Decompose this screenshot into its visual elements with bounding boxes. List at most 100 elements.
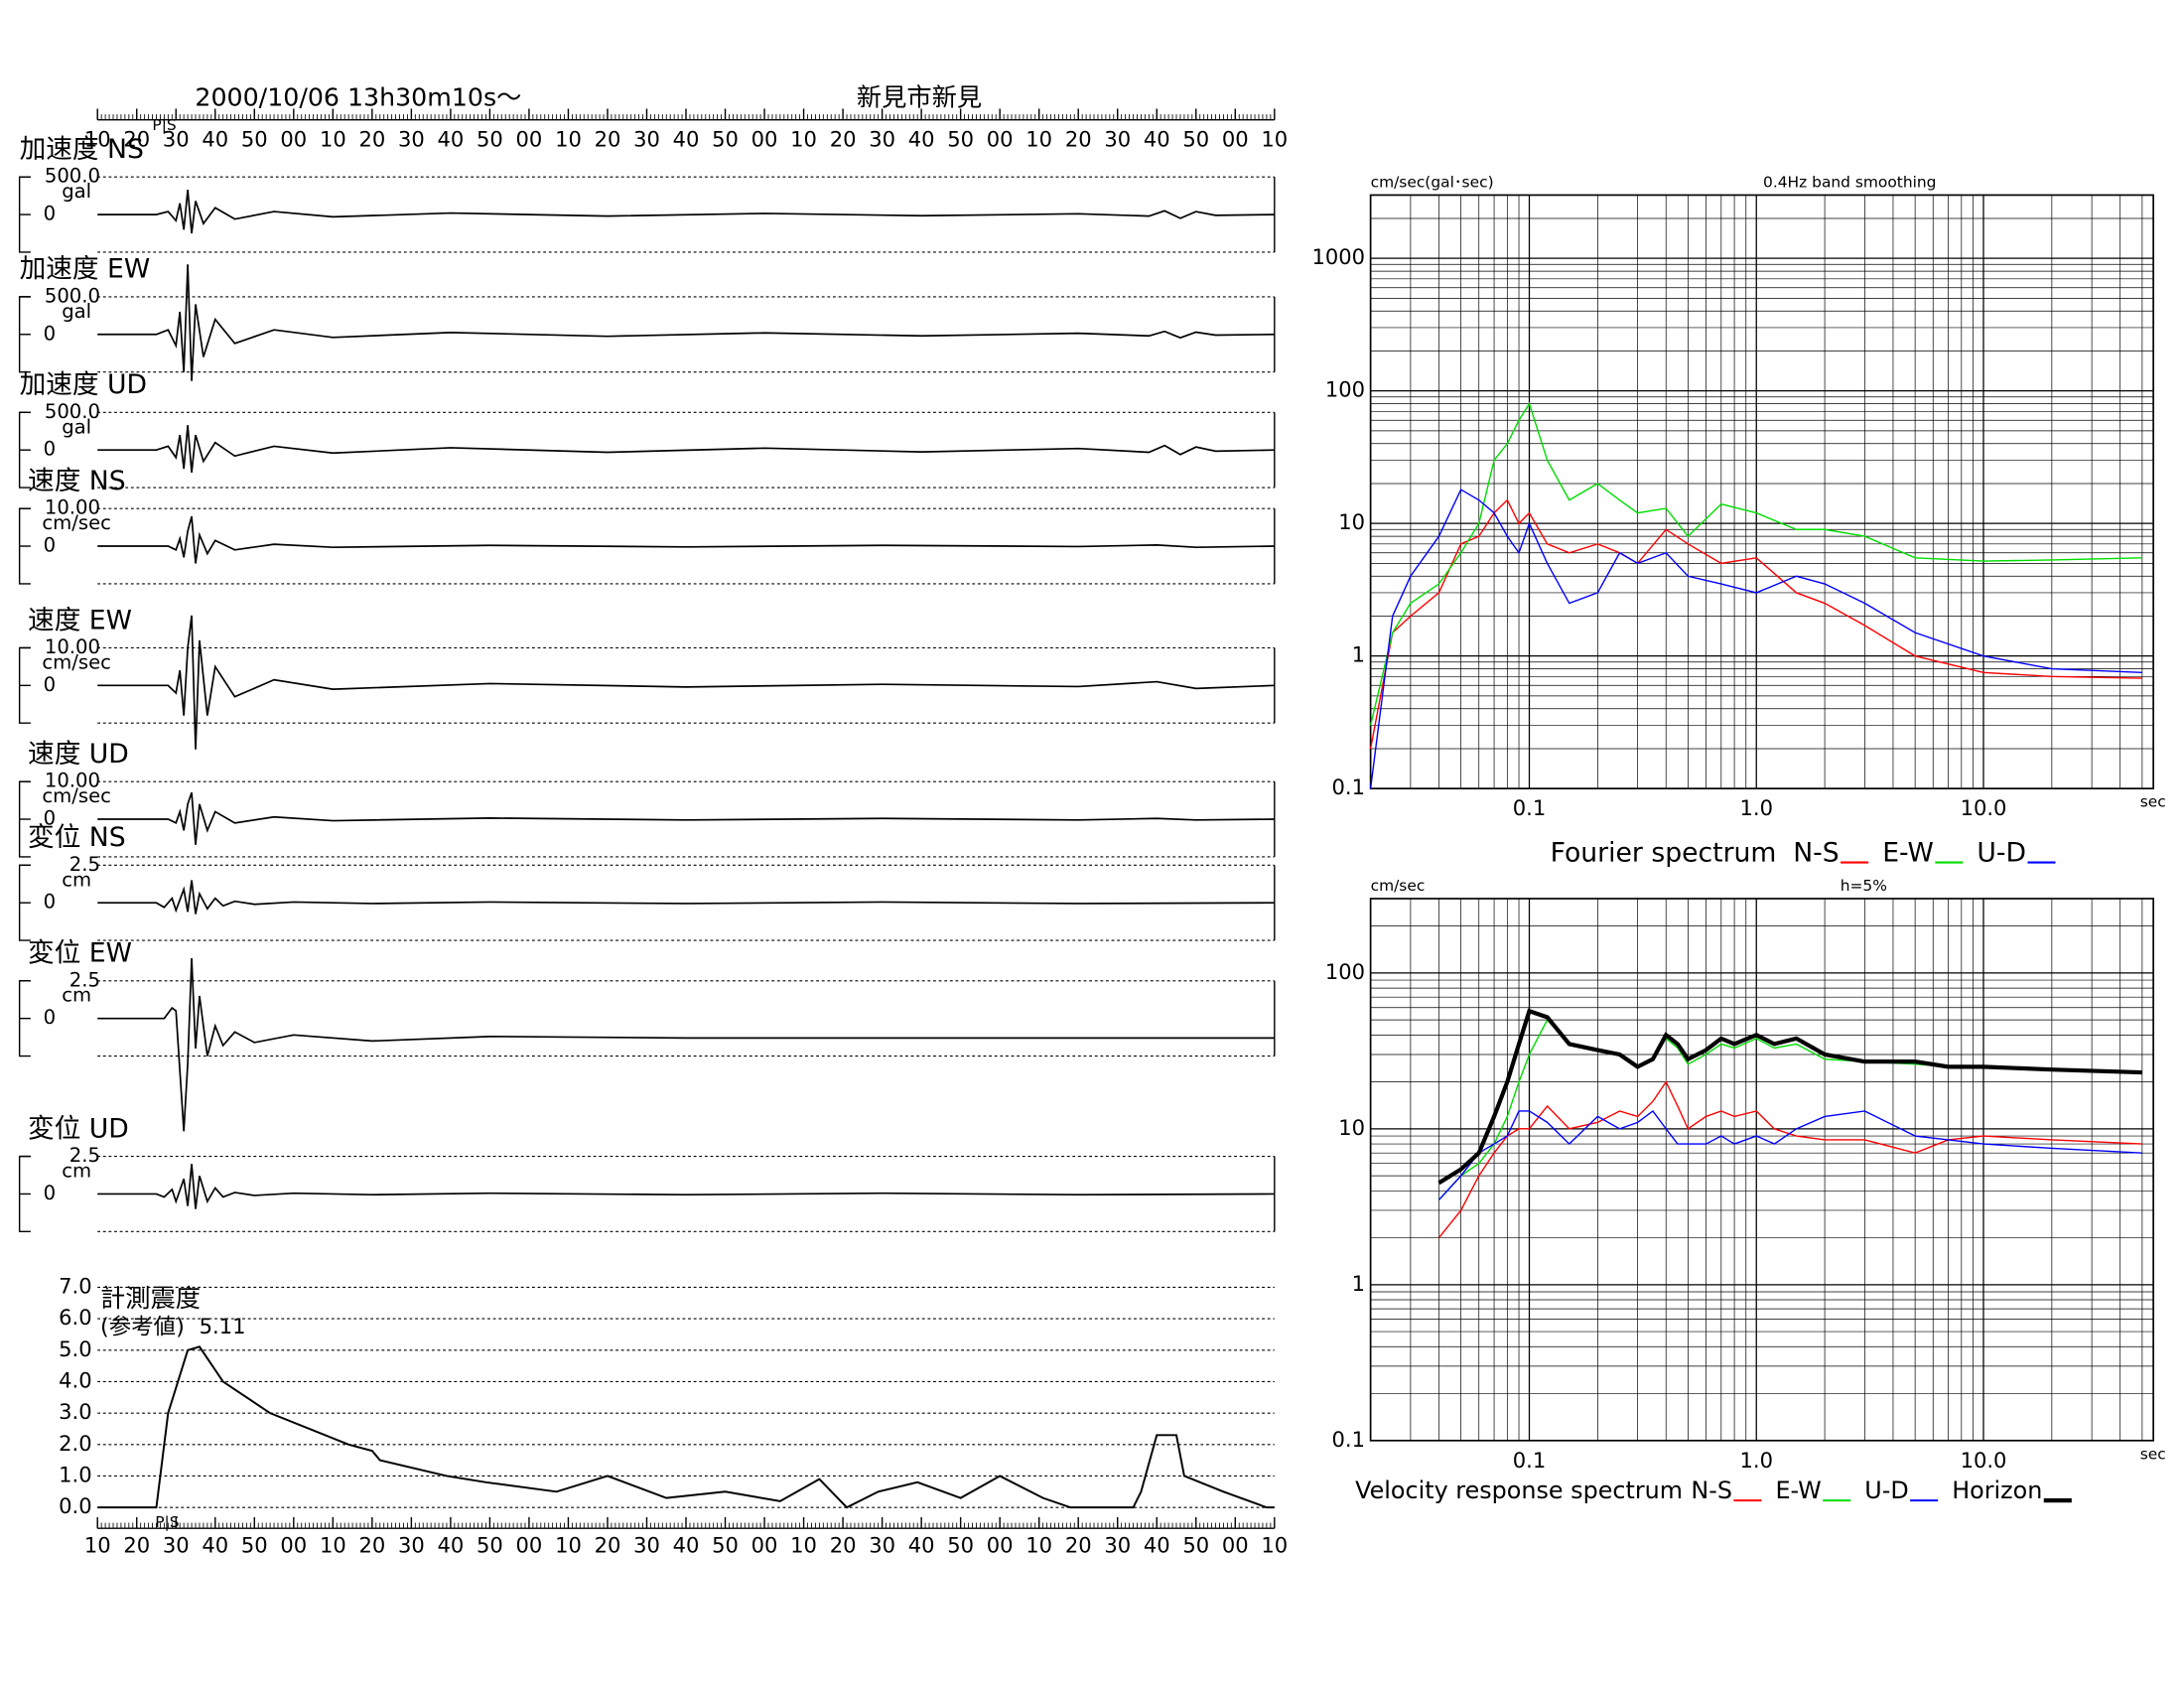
y-tick-label: 0 [44, 891, 56, 914]
y-tick-label: 1.0 [59, 1462, 91, 1486]
time-tick-label: 50 [241, 127, 268, 152]
channel-label: 変位 EW [28, 938, 132, 969]
time-tick-label: 50 [712, 1532, 739, 1557]
time-tick-label: 30 [869, 127, 895, 152]
y-tick-label: 0 [44, 203, 56, 225]
time-tick-label: 40 [673, 1532, 700, 1557]
time-tick-label: 20 [830, 1532, 857, 1557]
y-tick-label: 2.5 [69, 968, 100, 991]
time-tick-label: 30 [398, 127, 425, 152]
time-tick-label: 50 [947, 1532, 974, 1557]
waveform-trace [97, 515, 1275, 564]
y-tick-label: 10.00 [45, 770, 100, 792]
x-axis-unit: sec [2140, 1445, 2166, 1463]
y-tick-label: 10.00 [45, 496, 100, 519]
y-tick-label: 0 [44, 807, 56, 830]
y-tick-label: 0.0 [59, 1493, 91, 1518]
channel-label: 加速度 UD [20, 369, 147, 400]
time-tick-label: 50 [477, 127, 503, 152]
time-tick-label: 20 [1065, 127, 1092, 152]
time-tick-label: 10 [555, 1532, 582, 1557]
legend-title: Velocity response spectrum [1355, 1477, 1683, 1504]
time-tick-label: 20 [123, 1532, 150, 1557]
y-tick-label: 100 [1325, 377, 1365, 402]
time-tick-label: 40 [438, 127, 465, 152]
record-datetime: 2000/10/06 13h30m10s〜 [195, 83, 521, 112]
waveform-trace [97, 615, 1275, 750]
legend-label: N-S [1793, 838, 1839, 869]
time-tick-label: 10 [1261, 127, 1288, 152]
legend-title: Fourier spectrum [1551, 838, 1777, 869]
y-tick-label: 7.0 [59, 1273, 91, 1298]
plot-frame [1369, 898, 2154, 1442]
time-tick-label: 00 [987, 1532, 1014, 1557]
time-tick-label: 40 [202, 127, 228, 152]
time-tick-label: 00 [751, 127, 778, 152]
time-tick-label: 20 [358, 127, 385, 152]
time-tick-label: 40 [1144, 1532, 1170, 1557]
time-tick-label: 30 [1104, 1532, 1131, 1557]
time-tick-label: 00 [280, 1532, 307, 1557]
y-tick-label: 1 [1352, 642, 1365, 667]
time-tick-label: 20 [595, 1532, 621, 1557]
y-tick-label: 2.5 [69, 1144, 100, 1167]
time-tick-label: 20 [830, 127, 857, 152]
waveform-trace [97, 791, 1275, 845]
time-tick-label: 10 [84, 1532, 111, 1557]
chart-subtitle: h=5% [1841, 877, 1887, 895]
unit-label: gal [62, 415, 91, 438]
y-tick-label: 6.0 [59, 1305, 91, 1330]
time-tick-label: 40 [202, 1532, 228, 1557]
y-tick-label: 10 [1338, 1115, 1365, 1140]
unit-label: gal [62, 300, 91, 323]
channel-label: 速度 NS [28, 466, 126, 496]
peak-label: 5.11 [200, 1314, 246, 1338]
y-tick-label: 1000 [1311, 244, 1365, 269]
phase-marker: P|S [152, 116, 176, 134]
spectrum-line [1437, 1008, 2142, 1186]
y-tick-label: 10.00 [45, 635, 100, 658]
y-tick-label: 5.0 [59, 1336, 91, 1361]
intensity-trace [97, 1345, 1275, 1509]
phase-marker: P|S [155, 1513, 179, 1531]
time-tick-label: 40 [1144, 127, 1170, 152]
chart-subtitle: (参考値) [100, 1315, 185, 1340]
waveform-trace [97, 958, 1275, 1132]
time-tick-label: 00 [280, 127, 307, 152]
spectrum-line [1437, 1080, 2142, 1239]
spectrum-line [1369, 489, 2142, 789]
legend-label: U-D [1864, 1477, 1908, 1504]
time-tick-label: 20 [358, 1532, 385, 1557]
time-tick-label: 30 [163, 1532, 190, 1557]
waveform-trace [97, 425, 1275, 474]
waveform-trace [97, 190, 1275, 234]
time-tick-label: 00 [987, 127, 1014, 152]
y-tick-label: 500.0 [45, 400, 100, 423]
unit-label: cm/sec [42, 511, 111, 534]
chart-subtitle: 0.4Hz band smoothing [1763, 173, 1936, 191]
legend-label: Horizon [1952, 1477, 2042, 1504]
y-tick-label: 3.0 [59, 1399, 91, 1424]
spectrum-line [1369, 401, 2142, 726]
x-axis-unit: sec [2140, 793, 2166, 811]
unit-label: cm [62, 984, 91, 1007]
channel-label: 速度 UD [28, 739, 129, 770]
time-tick-label: 00 [516, 1532, 543, 1557]
time-tick-label: 30 [398, 1532, 425, 1557]
time-tick-label: 20 [1065, 1532, 1092, 1557]
station-name: 新見市新見 [857, 83, 982, 112]
x-tick-label: 1.0 [1740, 1448, 1773, 1473]
unit-label: cm [62, 1160, 91, 1183]
time-tick-label: 10 [790, 1532, 817, 1557]
time-tick-label: 00 [516, 127, 543, 152]
time-tick-label: 10 [320, 1532, 346, 1557]
time-tick-label: 40 [908, 1532, 935, 1557]
unit-label: cm/sec [42, 784, 111, 807]
x-tick-label: 10.0 [1961, 1448, 2007, 1473]
time-tick-label: 50 [477, 1532, 503, 1557]
time-tick-label: 00 [1222, 1532, 1249, 1557]
channel-label: 加速度 EW [20, 254, 151, 285]
y-tick-label: 0.1 [1332, 1427, 1365, 1452]
y-tick-label: 4.0 [59, 1367, 91, 1392]
